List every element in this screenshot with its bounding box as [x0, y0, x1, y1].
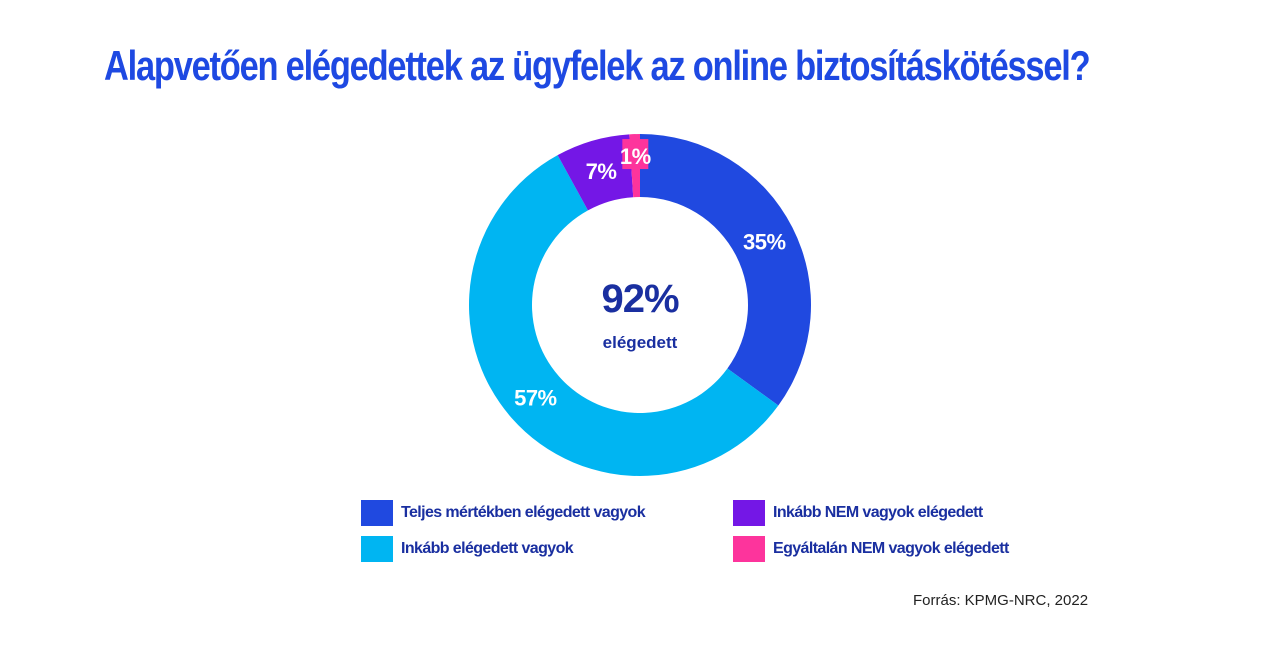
legend-label: Inkább NEM vagyok elégedett: [773, 504, 983, 521]
center-label: elégedett: [603, 333, 678, 352]
slice-rather-not-satisfied: [557, 134, 634, 211]
legend: Teljes mértékben elégedett vagyok Inkább…: [361, 500, 1081, 564]
slice-value-label: 57%: [514, 385, 557, 410]
legend-label: Teljes mértékben elégedett vagyok: [401, 504, 646, 521]
legend-item-not-satisfied-at-all: Egyáltalán NEM vagyok elégedett: [733, 536, 1009, 562]
legend-item-fully-satisfied: Teljes mértékben elégedett vagyok: [361, 500, 646, 526]
donut-slices: [469, 134, 811, 476]
legend-swatch: [361, 500, 393, 526]
slice-label-background: [622, 139, 649, 170]
chart-title: Alapvetően elégedettek az ügyfelek az on…: [104, 42, 1091, 89]
legend-swatch: [361, 536, 393, 562]
legend-item-rather-not-satisfied: Inkább NEM vagyok elégedett: [733, 500, 983, 526]
center-value: 92%: [601, 277, 678, 321]
slice-rather-satisfied: [469, 155, 779, 476]
legend-label: Egyáltalán NEM vagyok elégedett: [773, 540, 1009, 557]
slice-fully-satisfied: [640, 134, 811, 406]
legend-item-rather-satisfied: Inkább elégedett vagyok: [361, 536, 574, 562]
legend-swatch: [733, 536, 765, 562]
slice-value-label: 7%: [586, 159, 617, 184]
slice-value-label: 35%: [743, 230, 786, 255]
legend-label: Inkább elégedett vagyok: [401, 540, 574, 557]
slice-value-label: 1%: [620, 144, 651, 169]
source-note: Forrás: KPMG-NRC, 2022: [913, 592, 1089, 609]
donut-chart: 35% 57% 7%1% 92% elégedett: [469, 134, 811, 476]
legend-swatch: [733, 500, 765, 526]
donut-slice-labels: 35% 57% 7%1%: [514, 139, 786, 410]
